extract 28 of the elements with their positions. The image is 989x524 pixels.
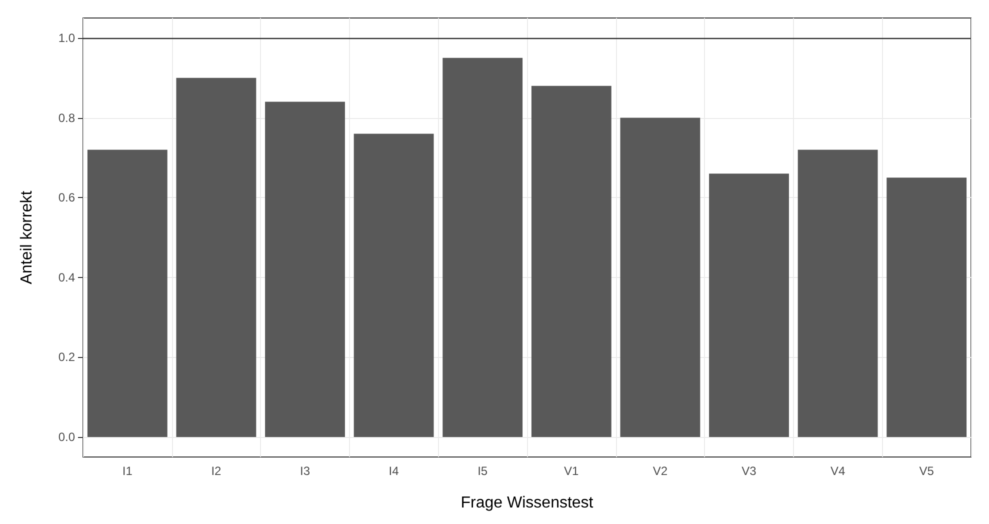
y-tick-label: 1.0 [58,30,76,45]
y-axis-title: Anteil korrekt [18,190,36,284]
x-tick-label: I5 [478,464,488,478]
y-tick-label: 0.4 [58,270,76,284]
x-tick-label: V4 [830,464,846,478]
bar [442,58,523,438]
x-tick-label: I3 [300,464,310,478]
y-tick-label: 0.2 [58,350,76,364]
x-tick-label: V3 [742,464,757,478]
bar [798,150,878,438]
y-tick-label: 0.8 [58,110,76,125]
x-tick-label: I1 [122,464,133,478]
x-tick-label: V1 [564,464,580,478]
y-tick-label: 0.6 [58,190,76,205]
bar [620,118,700,438]
bar [354,134,434,438]
bar [87,150,168,438]
bar [886,178,967,438]
x-axis-title: Frage Wissenstest [460,494,594,512]
x-tick-label: V5 [919,464,934,478]
x-tick-label: I4 [388,464,400,478]
bar [531,86,612,438]
y-tick-label: 0.0 [58,430,76,444]
x-tick-label: V2 [652,464,668,478]
x-tick-label: I2 [211,464,222,478]
bar [709,174,789,438]
bar [265,102,345,438]
bar [176,78,256,438]
